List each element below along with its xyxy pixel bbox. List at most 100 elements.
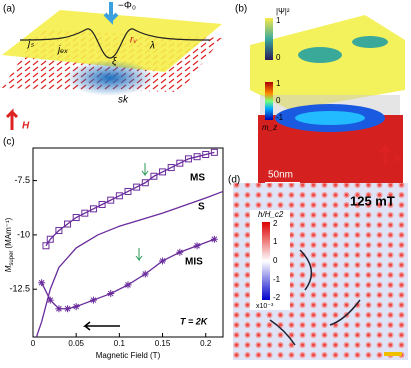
lambda-label: λ	[149, 41, 155, 52]
x-tick-label: 0	[31, 339, 36, 348]
series-line	[35, 190, 224, 338]
marker	[202, 151, 210, 159]
marker	[115, 192, 123, 200]
series-line	[41, 238, 215, 310]
js-label: jₛ	[26, 39, 34, 50]
tick-label: 1	[276, 16, 281, 25]
xi-label: ξ	[112, 57, 117, 68]
marker	[210, 235, 218, 243]
x-tick-label: 0.2	[200, 339, 212, 348]
tick-label: 1	[276, 79, 281, 88]
psi-colorbar	[265, 18, 273, 60]
y-tick-label: -12.5	[9, 284, 30, 294]
skyrmion	[65, 60, 155, 96]
rv-label: rᵥ	[130, 35, 137, 46]
marker	[184, 155, 192, 163]
panel-b: (b) |Ψ|² 1 0 1 0 -1 m_z 50nm H	[235, 4, 405, 190]
marker	[72, 214, 80, 222]
marker	[176, 159, 184, 167]
annotation: MS	[190, 173, 205, 184]
tick-label: -1	[276, 113, 284, 122]
sweep-arrow	[82, 321, 120, 331]
scale-bar	[384, 352, 402, 356]
marker	[64, 220, 72, 228]
marker	[38, 279, 46, 287]
marker	[42, 242, 50, 250]
marker	[159, 168, 167, 176]
green-arrow	[141, 163, 149, 177]
colorbar-label: h/H_c2	[258, 210, 284, 219]
y-tick-label: -10	[17, 229, 30, 239]
panel-label: (b)	[235, 4, 247, 15]
sk-label: sk	[118, 95, 129, 106]
panel-label: (d)	[228, 175, 240, 186]
y-axis-label: Msuper (MAm⁻¹)	[4, 217, 14, 272]
vortex-core	[352, 36, 388, 48]
skyrmion-contour	[269, 249, 361, 346]
panel-label: (c)	[3, 137, 15, 148]
marker	[81, 209, 89, 217]
series-line	[45, 151, 215, 247]
field-value: 125 mT	[350, 193, 395, 208]
annotation: MIS	[185, 257, 203, 268]
marker	[72, 303, 80, 311]
panel-c: (c) Magnetic Field (T) Msuper(MAm⁻¹) MS …	[3, 137, 224, 360]
marker	[89, 296, 97, 304]
x-tick-label: 0.05	[68, 339, 84, 348]
psi-label: |Ψ|²	[276, 7, 290, 16]
marker	[98, 200, 106, 208]
vortex-core	[298, 47, 342, 63]
colorbar-exponent: x10⁻³	[256, 303, 274, 310]
x-tick-label: 0.1	[114, 339, 126, 348]
profile-curve	[19, 28, 211, 59]
marker	[107, 290, 115, 298]
marker	[107, 196, 115, 204]
marker	[210, 148, 218, 156]
y-label-symbol: M	[4, 265, 13, 272]
marker	[55, 305, 63, 313]
plot-frame	[32, 147, 224, 338]
annotation: T = 2K	[180, 316, 209, 326]
tick-label: 0	[276, 53, 281, 62]
marker	[46, 235, 54, 243]
marker	[124, 281, 132, 289]
marker	[133, 183, 141, 191]
marker	[46, 296, 54, 304]
mz-label: m_z	[262, 123, 277, 132]
mz-colorbar	[265, 82, 273, 120]
tick-label: 0	[276, 96, 281, 105]
marker	[141, 270, 149, 278]
marker	[193, 153, 201, 161]
annotation: S	[198, 202, 205, 213]
marker	[64, 305, 72, 313]
y-tick-label: -7.5	[14, 175, 30, 185]
scale-bar-label: 50nm	[268, 170, 293, 181]
x-tick-label: 0.15	[155, 339, 171, 348]
field-arrow	[378, 143, 392, 165]
y-label-unit: (MAm⁻¹)	[4, 217, 13, 248]
skyrmion-core	[295, 111, 365, 125]
panel-a: (a) −Φ₀ jₛ jₑₓ rᵥ λ ξ sk H	[2, 1, 222, 132]
tick-label: -2	[273, 293, 281, 302]
tick-label: 1	[273, 237, 278, 246]
superconductor-layer	[2, 10, 222, 72]
tick-label: -1	[273, 275, 281, 284]
panel-label: (a)	[3, 4, 15, 15]
jex-label: jₑₓ	[56, 45, 68, 56]
panel-d: (d) h/H_c2 2 1 0 -1 -2 x10⁻³ 125 mT	[228, 175, 408, 360]
marker	[150, 172, 158, 180]
tick-label: 2	[273, 219, 278, 228]
colorbar	[262, 222, 270, 300]
x-axis-label: Magnetic Field (T)	[96, 351, 161, 360]
field-arrow	[5, 108, 19, 130]
y-label-sub: super	[9, 251, 15, 266]
flux-arrow	[103, 2, 119, 25]
tick-label: 0	[273, 256, 278, 265]
green-arrow	[135, 248, 143, 262]
field-label: H	[22, 121, 30, 132]
field-label: H	[394, 155, 402, 166]
marker	[193, 242, 201, 250]
marker	[89, 205, 97, 213]
marker	[124, 187, 132, 195]
